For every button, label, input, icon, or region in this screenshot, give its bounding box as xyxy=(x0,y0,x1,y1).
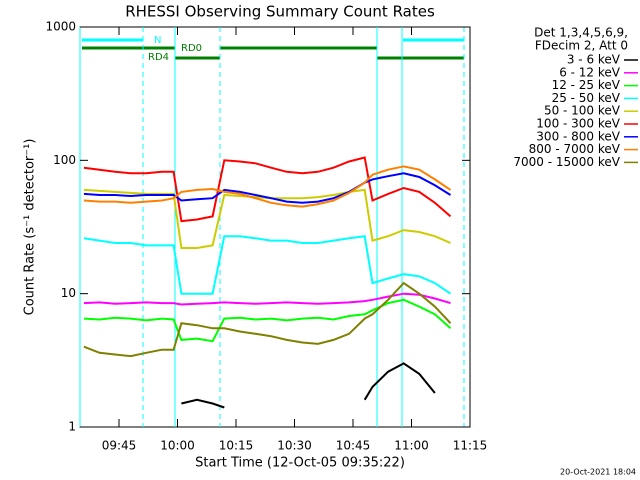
legend-label: 50 - 100 keV xyxy=(544,104,621,118)
series-line xyxy=(83,298,452,343)
y-tick-label: 1000 xyxy=(45,20,76,34)
x-tick-label: 10:15 xyxy=(219,439,254,453)
series-line xyxy=(83,165,452,208)
x-tick-label: 10:30 xyxy=(277,439,312,453)
legend-label: 12 - 25 keV xyxy=(552,78,621,92)
x-tick-label: 11:15 xyxy=(453,439,488,453)
series-line xyxy=(83,172,452,204)
footer: 20-Oct-2021 18:04 xyxy=(560,468,636,477)
legend-label: 25 - 50 keV xyxy=(552,91,621,105)
legend-title: Det 1,3,4,5,6,9, xyxy=(534,26,628,40)
y-tick-label: 100 xyxy=(53,153,76,167)
plot-frame xyxy=(79,26,471,428)
chart-title: RHESSI Observing Summary Count Rates xyxy=(125,3,435,21)
x-tick-label: 10:00 xyxy=(160,439,195,453)
y-axis-label: Count Rate (s⁻¹ detector⁻¹) xyxy=(23,139,38,316)
series-line xyxy=(83,156,452,223)
series-line xyxy=(83,235,452,295)
legend-title: FDecim 2, Att 0 xyxy=(535,39,628,53)
legend-label: 7000 - 15000 keV xyxy=(513,155,620,169)
series-line xyxy=(83,281,452,358)
x-tick-label: 10:45 xyxy=(336,439,371,453)
legend-label: 6 - 12 keV xyxy=(559,65,621,79)
y-tick-label: 10 xyxy=(61,286,76,300)
annotation: N xyxy=(154,35,161,46)
legend-label: 100 - 300 keV xyxy=(536,117,620,131)
legend-label: 300 - 800 keV xyxy=(536,129,620,143)
x-axis-label: Start Time (12-Oct-05 09:35:22) xyxy=(195,456,405,471)
annotation: RD4 xyxy=(148,52,169,63)
legend-label: 3 - 6 keV xyxy=(567,53,621,67)
series-line xyxy=(181,398,225,409)
series-line xyxy=(83,292,451,306)
series-line xyxy=(363,362,436,401)
x-tick-label: 11:00 xyxy=(394,439,429,453)
y-tick-label: 1 xyxy=(68,420,76,434)
x-tick-label: 09:45 xyxy=(102,439,137,453)
annotation: RD0 xyxy=(181,43,202,54)
status-bars xyxy=(79,27,465,427)
legend-label: 800 - 7000 keV xyxy=(529,142,621,156)
series-line xyxy=(83,188,451,249)
